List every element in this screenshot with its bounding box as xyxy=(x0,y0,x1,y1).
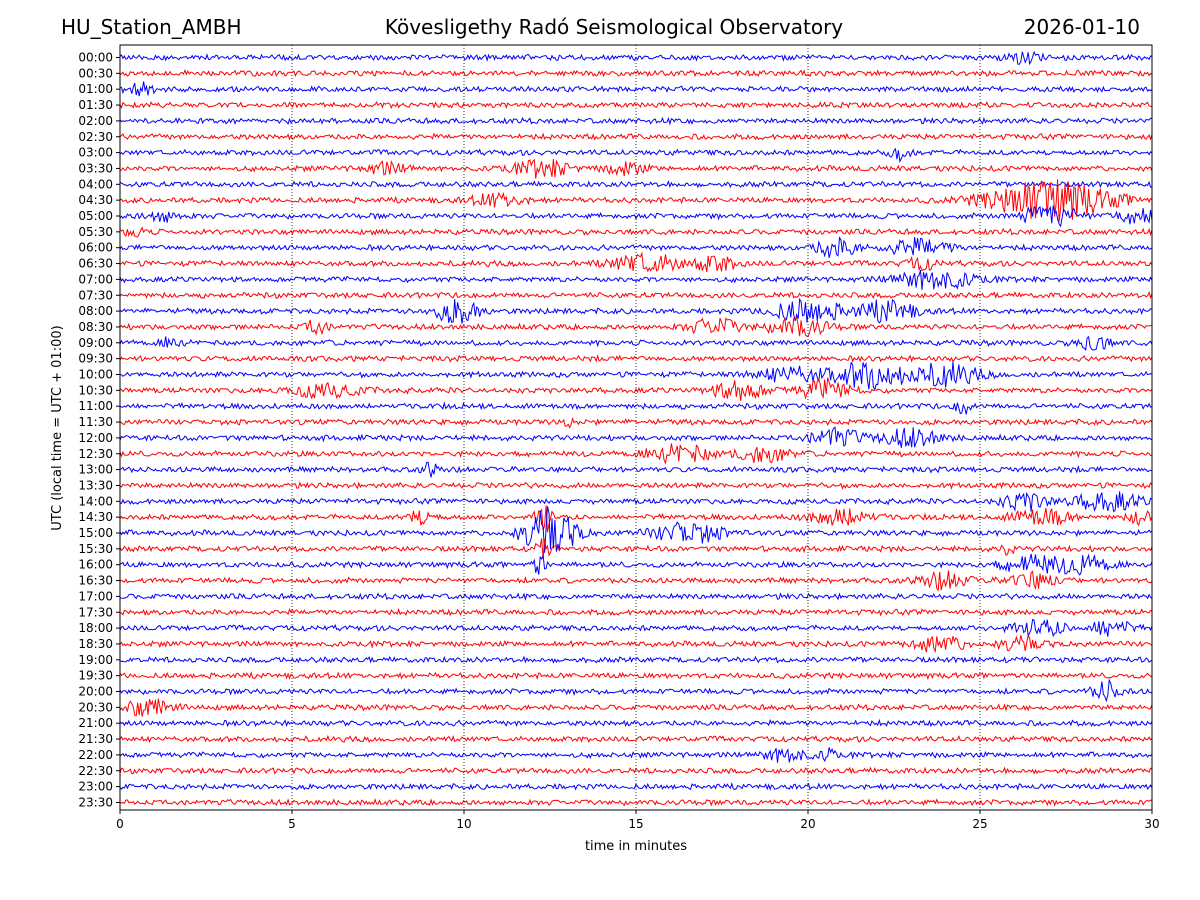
trace-0500 xyxy=(119,205,1153,228)
station-name: HU_Station_AMBH xyxy=(61,15,242,39)
y-tick-label-42: 21:00 xyxy=(78,716,113,730)
chart-title: Kövesligethy Radó Seismological Observat… xyxy=(384,15,844,39)
trace-0400 xyxy=(119,180,1153,189)
y-tick-label-24: 12:00 xyxy=(78,431,113,445)
trace-1800 xyxy=(119,618,1153,639)
y-tick-label-22: 11:00 xyxy=(78,399,113,413)
x-tick-label-0: 0 xyxy=(116,817,124,831)
trace-1900 xyxy=(119,655,1153,664)
trace-0800 xyxy=(119,297,1153,324)
y-tick-label-30: 15:00 xyxy=(78,526,113,540)
y-tick-label-23: 11:30 xyxy=(78,415,113,429)
x-tick-label-2: 10 xyxy=(456,817,471,831)
y-tick-label-45: 22:30 xyxy=(78,764,113,778)
y-tick-label-44: 22:00 xyxy=(78,748,113,762)
y-tick-label-17: 08:30 xyxy=(78,320,113,334)
y-tick-label-26: 13:00 xyxy=(78,463,113,477)
y-tick-label-8: 04:00 xyxy=(78,177,113,191)
y-tick-label-0: 00:00 xyxy=(78,51,113,65)
y-tick-label-12: 06:00 xyxy=(78,241,113,255)
y-tick-label-39: 19:30 xyxy=(78,669,113,683)
y-tick-label-20: 10:00 xyxy=(78,368,113,382)
y-tick-label-37: 18:30 xyxy=(78,637,113,651)
y-tick-label-43: 21:30 xyxy=(78,732,113,746)
y-tick-label-1: 00:30 xyxy=(78,66,113,80)
y-tick-label-21: 10:30 xyxy=(78,383,113,397)
y-tick-label-6: 03:00 xyxy=(78,146,113,160)
x-tick-label-5: 25 xyxy=(972,817,987,831)
y-tick-label-4: 02:00 xyxy=(78,114,113,128)
plot-date: 2026-01-10 xyxy=(1023,15,1140,39)
trace-0230 xyxy=(119,132,1153,142)
trace-1600 xyxy=(119,553,1153,576)
x-tick-label-6: 30 xyxy=(1144,817,1159,831)
y-tick-label-38: 19:00 xyxy=(78,653,113,667)
y-tick-label-41: 20:30 xyxy=(78,700,113,714)
grid-lines xyxy=(291,45,981,810)
y-tick-label-29: 14:30 xyxy=(78,510,113,524)
y-tick-label-2: 01:00 xyxy=(78,82,113,96)
y-tick-label-5: 02:30 xyxy=(78,130,113,144)
trace-0630 xyxy=(119,251,1153,273)
x-tick-label-3: 15 xyxy=(628,817,643,831)
y-tick-label-35: 17:30 xyxy=(78,605,113,619)
y-tick-label-25: 12:30 xyxy=(78,447,113,461)
y-tick-label-28: 14:00 xyxy=(78,494,113,508)
y-axis-label: UTC (local time = UTC + 01:00) xyxy=(50,325,65,530)
y-tick-label-31: 15:30 xyxy=(78,542,113,556)
y-tick-label-10: 05:00 xyxy=(78,209,113,223)
y-tick-label-47: 23:30 xyxy=(78,795,113,809)
y-tick-label-11: 05:30 xyxy=(78,225,113,239)
y-tick-label-36: 18:00 xyxy=(78,621,113,635)
trace-2130 xyxy=(119,734,1153,744)
x-axis-label: time in minutes xyxy=(585,839,687,854)
trace-2300 xyxy=(119,781,1153,791)
y-tick-label-14: 07:00 xyxy=(78,272,113,286)
y-tick-label-18: 09:00 xyxy=(78,336,113,350)
trace-0530 xyxy=(119,226,1153,238)
trace-2200 xyxy=(119,747,1153,763)
y-tick-label-9: 04:30 xyxy=(78,193,113,207)
y-tick-label-46: 23:00 xyxy=(78,780,113,794)
y-tick-label-15: 07:30 xyxy=(78,288,113,302)
x-tick-label-1: 5 xyxy=(288,817,296,831)
trace-1500 xyxy=(119,506,1153,553)
y-tick-label-7: 03:30 xyxy=(78,161,113,175)
y-tick-label-13: 06:30 xyxy=(78,257,113,271)
x-axis: 0 5 10 15 20 25 30 xyxy=(116,810,1160,831)
y-tick-label-16: 08:00 xyxy=(78,304,113,318)
y-tick-label-3: 01:30 xyxy=(78,98,113,112)
y-tick-label-19: 09:30 xyxy=(78,352,113,366)
trace-group xyxy=(119,50,1153,807)
y-tick-label-32: 16:00 xyxy=(78,558,113,572)
x-tick-label-4: 20 xyxy=(800,817,815,831)
y-tick-label-40: 20:00 xyxy=(78,685,113,699)
trace-2330 xyxy=(119,798,1153,807)
trace-0200 xyxy=(119,116,1153,126)
trace-1830 xyxy=(119,634,1153,654)
trace-1300 xyxy=(119,461,1153,478)
y-tick-label-27: 13:30 xyxy=(78,478,113,492)
y-tick-label-34: 17:00 xyxy=(78,589,113,603)
y-tick-label-33: 16:30 xyxy=(78,574,113,588)
